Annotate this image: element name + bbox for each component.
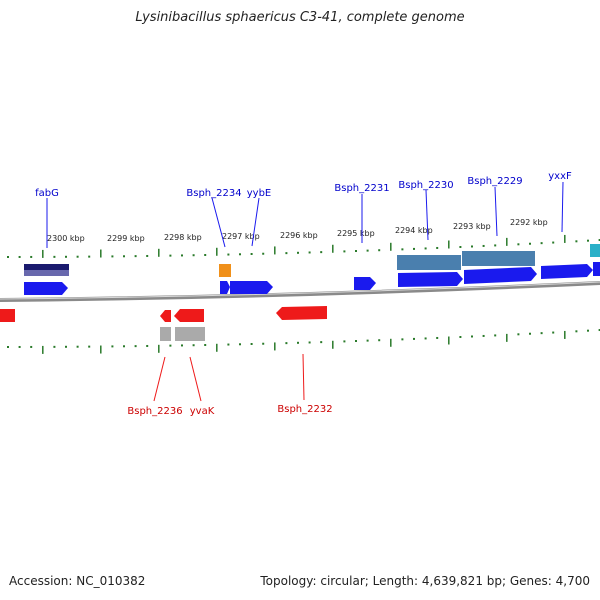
edge-feature[interactable] — [590, 244, 600, 257]
gene-bsph-2231-arrow[interactable] — [354, 277, 376, 290]
scale-label-2295: 2295 kbp — [337, 229, 375, 238]
forward-leader-lines — [46, 181, 564, 248]
upper-tick-ruler — [7, 234, 600, 258]
gene-edge-arrow[interactable] — [593, 262, 600, 276]
gene-left-edge-arrow[interactable] — [0, 309, 15, 322]
scale-label-2296: 2296 kbp — [280, 231, 318, 240]
topology-summary: Topology: circular; Length: 4,639,821 bp… — [260, 574, 590, 588]
lower-tick-ruler — [7, 329, 600, 354]
rna-feature[interactable] — [219, 264, 231, 277]
scale-label-2293: 2293 kbp — [453, 222, 491, 231]
gene-bsph-2229-arrow[interactable] — [464, 267, 537, 284]
gene-yybE-arrow[interactable] — [230, 281, 273, 294]
gene-fabG-arrow[interactable] — [24, 282, 68, 295]
scale-label-2298: 2298 kbp — [164, 233, 202, 242]
scale-label-2299: 2299 kbp — [107, 234, 145, 243]
genome-backbone — [0, 281, 600, 302]
gene-label-fabG[interactable]: fabG — [35, 188, 59, 199]
genome-backbone-highlight — [0, 281, 600, 300]
gene-bsph-2236-arrow[interactable] — [160, 310, 171, 322]
gene-label-bsph-2230[interactable]: Bsph_2230 — [398, 180, 453, 191]
accession-text: Accession: NC_010382 — [9, 574, 146, 588]
map-title: Lysinibacillus sphaericus C3-41, complet… — [135, 10, 465, 25]
scale-label-2294: 2294 kbp — [395, 226, 433, 235]
gene-yxxF-arrow[interactable] — [541, 264, 593, 279]
gene-label-yxxF[interactable]: yxxF — [548, 171, 572, 182]
scale-label-2297: 2297 kbp — [222, 232, 260, 241]
gene-label-yybE[interactable]: yybE — [247, 188, 272, 199]
scale-label-2292: 2292 kbp — [510, 218, 548, 227]
gene-label-bsph-2234[interactable]: Bsph_2234 — [186, 188, 241, 199]
pseudo-feature-yvaK[interactable] — [175, 327, 205, 341]
gene-bsph-2232-arrow[interactable] — [276, 306, 327, 320]
gene-label-bsph-2229[interactable]: Bsph_2229 — [467, 176, 522, 187]
gene-bsph-2234-arrow[interactable] — [220, 281, 230, 294]
cds-feature-fabG-shade — [24, 270, 69, 276]
scale-label-2300: 2300 kbp — [47, 234, 85, 243]
misc-feature-bsph-2229[interactable] — [462, 251, 535, 266]
gene-label-bsph-2231[interactable]: Bsph_2231 — [334, 183, 389, 194]
reverse-leader-lines — [153, 353, 305, 402]
gene-yvaK-arrow[interactable] — [174, 309, 204, 322]
gene-label-bsph-2232[interactable]: Bsph_2232 — [277, 404, 332, 415]
gene-bsph-2230-arrow[interactable] — [398, 272, 463, 287]
pseudo-feature-bsph-2236[interactable] — [160, 327, 171, 341]
gene-label-yvaK[interactable]: yvaK — [190, 406, 215, 417]
misc-feature-bsph-2230[interactable] — [397, 255, 461, 270]
gene-label-bsph-2236[interactable]: Bsph_2236 — [127, 406, 182, 417]
